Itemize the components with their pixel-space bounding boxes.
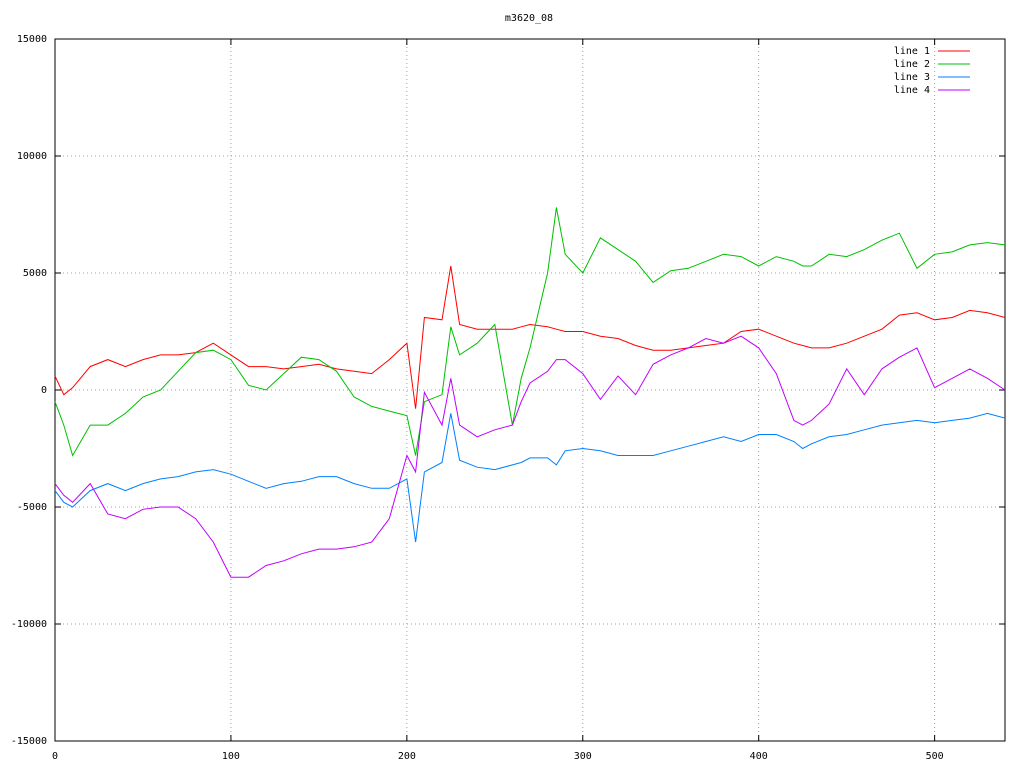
series-line [54,335,1006,578]
plot-frame [54,38,1006,742]
y-tick-label: -5000 [17,502,47,513]
legend-label: line 4 [894,85,930,96]
y-tick-label: -10000 [11,619,47,630]
chart-title: m3620_08 [505,13,553,24]
x-tick-label: 300 [574,751,592,762]
y-tick-label: 10000 [17,151,47,162]
legend-label: line 3 [894,72,930,83]
series-line [54,412,1006,543]
y-tick-label: 0 [41,385,47,396]
legend-label: line 2 [894,59,930,70]
series-line [54,207,1006,457]
x-tick-label: 0 [52,751,58,762]
series-line [54,265,1006,409]
y-tick-label: 5000 [23,268,47,279]
x-tick-label: 200 [398,751,416,762]
x-tick-label: 100 [222,751,240,762]
y-tick-label: 15000 [17,34,47,45]
x-tick-label: 400 [750,751,768,762]
x-tick-label: 500 [926,751,944,762]
y-tick-label: -15000 [11,736,47,747]
legend-label: line 1 [894,46,930,57]
